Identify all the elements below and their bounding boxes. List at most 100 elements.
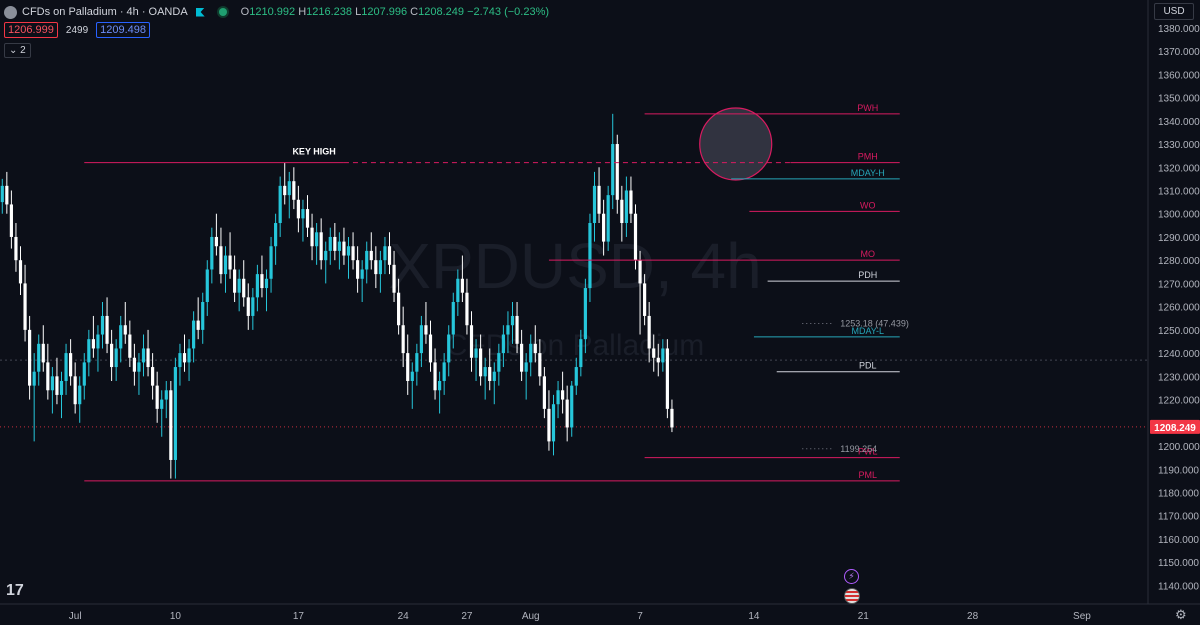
candle-body — [492, 371, 496, 381]
candle-body — [319, 232, 323, 261]
candle-body — [37, 343, 41, 372]
candle-body — [365, 250, 369, 270]
low-label: L — [355, 6, 362, 18]
candle-body — [255, 274, 259, 298]
y-tick-label: 1350.000 — [1158, 94, 1200, 105]
candle-body — [447, 334, 451, 363]
candle-body — [105, 315, 109, 344]
candle-body — [652, 348, 656, 358]
candle-body — [533, 343, 537, 354]
level-label: KEY HIGH — [292, 147, 335, 157]
level-label: MDAY-L — [851, 326, 884, 336]
candle-body — [264, 278, 269, 289]
x-tick-label: 28 — [967, 611, 979, 622]
candle-body — [246, 297, 250, 316]
candle-body — [629, 190, 633, 214]
candle-body — [360, 269, 364, 279]
candle-body — [164, 390, 168, 400]
x-tick-label: Sep — [1073, 611, 1091, 622]
y-tick-label: 1340.000 — [1158, 117, 1200, 128]
candle-body — [69, 353, 73, 377]
candle-body — [520, 343, 524, 372]
candle-body — [570, 385, 574, 428]
candle-body — [18, 260, 23, 284]
candle-body — [419, 325, 423, 354]
y-tick-label: 1370.000 — [1158, 47, 1200, 58]
candle-body — [561, 390, 565, 400]
sell-button[interactable]: 1206.999 — [4, 22, 58, 38]
gear-icon[interactable]: ⚙ — [1175, 607, 1187, 622]
candle-body — [324, 250, 328, 261]
candle-body — [178, 353, 182, 368]
candle-body — [32, 371, 36, 386]
candles-group — [0, 113, 674, 479]
candle-body — [670, 408, 674, 428]
candle-body — [378, 260, 382, 275]
candle-body — [192, 320, 196, 349]
symbol-logo-icon — [4, 5, 17, 19]
bolt-icon[interactable]: ⚡ — [844, 569, 859, 584]
x-tick-label: 14 — [748, 611, 760, 622]
candle-body — [615, 144, 619, 200]
candle-body — [551, 404, 556, 442]
y-tick-label: 1290.000 — [1158, 233, 1200, 244]
candle-body — [96, 334, 100, 349]
x-tick-label: 21 — [858, 611, 870, 622]
candle-body — [55, 376, 59, 395]
y-tick-label: 1330.000 — [1158, 140, 1200, 151]
currency-button[interactable]: USD — [1154, 3, 1194, 20]
y-tick-label: 1360.000 — [1158, 70, 1200, 81]
candle-body — [524, 362, 528, 372]
candle-body — [305, 209, 310, 228]
candle-body — [91, 339, 95, 349]
watermark-symbol: XPDUSD, 4h — [388, 230, 761, 302]
close-value: 1208.249 — [418, 6, 465, 18]
us-flag-icon[interactable] — [844, 588, 860, 604]
candle-body — [87, 339, 91, 363]
level-label: PDL — [859, 361, 877, 371]
candle-body — [401, 325, 405, 354]
candle-body — [565, 399, 569, 428]
candle-body — [643, 283, 647, 316]
candle-body — [497, 353, 501, 372]
candle-body — [292, 181, 296, 200]
candle-body — [506, 325, 510, 335]
candle-body — [579, 339, 583, 368]
x-tick-label: 7 — [637, 611, 643, 622]
y-tick-label: 1180.000 — [1158, 488, 1199, 499]
candle-body — [110, 343, 114, 368]
candle-body — [210, 236, 214, 270]
ohlc-readout: O1210.992 H1216.238 L1207.996 C1208.249 … — [241, 6, 549, 18]
candle-body — [50, 376, 54, 391]
candle-body — [233, 269, 237, 293]
candle-body — [606, 195, 610, 242]
tradingview-logo-icon[interactable]: 17 — [6, 582, 24, 599]
watermark-subtitle: CFDs on Palladium — [446, 329, 704, 362]
candle-body — [123, 325, 127, 335]
symbol-title[interactable]: CFDs on Palladium · 4h · OANDA — [22, 6, 188, 18]
candle-body — [14, 236, 18, 261]
flag-icon[interactable] — [195, 7, 205, 17]
candle-body — [201, 302, 205, 330]
candle-body — [78, 385, 82, 405]
candle-body — [59, 380, 64, 395]
candle-body — [287, 181, 291, 196]
candle-body — [296, 199, 300, 219]
indicators-toggle[interactable]: ⌄ 2 — [4, 43, 31, 58]
candle-body — [424, 325, 428, 335]
candle-body — [342, 241, 346, 256]
x-tick-label: Jul — [69, 611, 82, 622]
y-tick-label: 1150.000 — [1158, 558, 1199, 569]
candle-body — [387, 246, 392, 265]
y-tick-label: 1300.000 — [1158, 210, 1200, 221]
level-label: PWL — [858, 447, 878, 457]
candle-body — [337, 241, 341, 251]
spread-value: 2499 — [65, 24, 89, 36]
high-label: H — [298, 6, 307, 18]
level-label: MO — [860, 249, 875, 259]
candle-body — [151, 367, 155, 386]
candle-body — [442, 362, 446, 381]
buy-button[interactable]: 1209.498 — [96, 22, 151, 38]
candle-body — [501, 334, 505, 354]
